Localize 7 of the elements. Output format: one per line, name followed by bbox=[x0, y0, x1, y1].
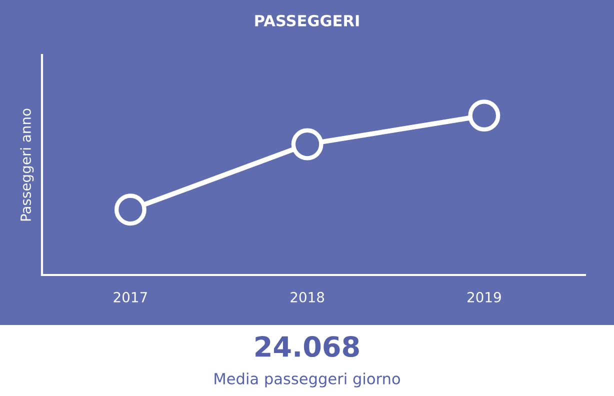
chart-title: PASSEGGERI bbox=[255, 14, 359, 26]
y-axis-title: Passeggeri anno bbox=[20, 108, 34, 221]
text: 24.068 bbox=[256, 336, 359, 358]
x-tick-label: 2017 bbox=[114, 292, 147, 302]
x-tick-label: 2018 bbox=[290, 292, 324, 302]
text: Media passeggeri giorno bbox=[214, 372, 400, 388]
x-tick-label: 2019 bbox=[468, 292, 501, 302]
